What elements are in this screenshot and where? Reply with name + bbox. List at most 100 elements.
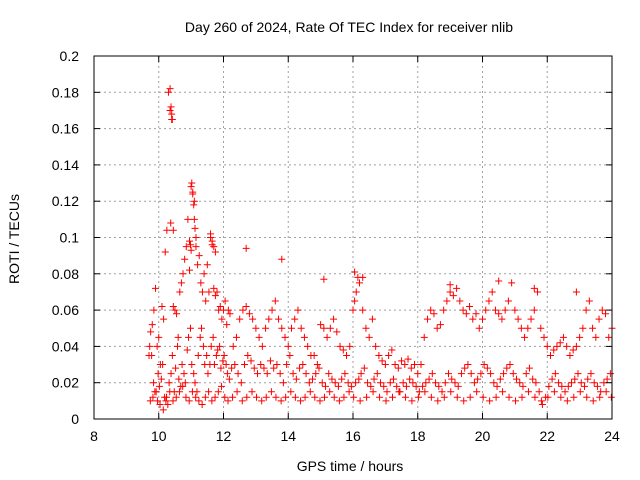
data-point (375, 351, 383, 359)
data-point (326, 324, 334, 332)
y-tick-label: 0 (71, 411, 79, 427)
data-point (467, 370, 475, 378)
data-point (278, 255, 286, 263)
data-point (316, 397, 324, 405)
data-point (268, 306, 276, 314)
data-point (587, 370, 595, 378)
data-point (186, 266, 194, 274)
data-point (473, 388, 481, 396)
data-point (546, 351, 554, 359)
data-point (156, 400, 164, 408)
data-point (262, 324, 270, 332)
axes-layer: 8 10 12 14 16 18 20 22 24 0 0.02 0.04 0.06 0.08 0.1 0.1… (52, 48, 620, 444)
data-point (419, 382, 427, 390)
data-point (605, 333, 613, 341)
data-point (427, 393, 435, 401)
data-point (213, 288, 221, 296)
data-point (198, 400, 206, 408)
data-point (395, 388, 403, 396)
data-point (279, 379, 287, 387)
data-point (607, 393, 615, 401)
data-point (296, 364, 304, 372)
y-axis-label: ROTI / TECUs (6, 194, 22, 284)
data-point (602, 388, 610, 396)
data-point (313, 361, 321, 369)
data-point (391, 361, 399, 369)
data-point (466, 302, 474, 310)
data-point (199, 342, 207, 350)
data-point (519, 382, 527, 390)
data-point (218, 382, 226, 390)
data-point (558, 382, 566, 390)
data-point (446, 281, 454, 289)
data-point (192, 243, 200, 251)
data-point (197, 324, 205, 332)
data-point (292, 375, 300, 383)
data-point (169, 397, 177, 405)
data-point (363, 393, 371, 401)
data-point (320, 324, 328, 332)
data-point (495, 310, 503, 318)
data-point (488, 288, 496, 296)
data-point (175, 375, 183, 383)
data-point (561, 388, 569, 396)
data-point (534, 288, 542, 296)
data-point (483, 364, 491, 372)
data-point (498, 315, 506, 323)
data-point (196, 333, 204, 341)
data-point (190, 201, 198, 209)
data-point (357, 370, 365, 378)
data-point (383, 388, 391, 396)
data-point (440, 393, 448, 401)
data-point (430, 310, 438, 318)
data-point (367, 382, 375, 390)
data-point (291, 393, 299, 401)
data-point (423, 315, 431, 323)
data-point (214, 388, 222, 396)
data-point (163, 226, 171, 234)
data-point (606, 370, 614, 378)
data-point (557, 393, 565, 401)
data-point (365, 333, 373, 341)
data-point (364, 379, 372, 387)
data-point (355, 279, 363, 287)
data-point (490, 379, 498, 387)
data-point (570, 393, 578, 401)
data-point (535, 388, 543, 396)
data-point (433, 324, 441, 332)
data-point (164, 88, 172, 96)
y-tick-label: 0.16 (52, 121, 79, 137)
data-point (287, 388, 295, 396)
data-point (511, 306, 519, 314)
data-point (222, 361, 230, 369)
data-point (210, 243, 218, 251)
data-point (153, 397, 161, 405)
data-point (448, 375, 456, 383)
data-point (406, 375, 414, 383)
data-point (172, 364, 180, 372)
data-point (214, 346, 222, 354)
data-point (231, 361, 239, 369)
data-point (267, 388, 275, 396)
data-point (370, 375, 378, 383)
data-point (282, 393, 290, 401)
data-point (164, 400, 172, 408)
data-point (157, 375, 165, 383)
data-point (386, 379, 394, 387)
data-point (503, 364, 511, 372)
data-point (243, 393, 251, 401)
data-point (524, 324, 532, 332)
data-point (265, 315, 273, 323)
data-point (169, 302, 177, 310)
data-point (205, 388, 213, 396)
data-point (253, 393, 261, 401)
data-point (529, 375, 537, 383)
data-point (456, 297, 464, 305)
data-point (150, 379, 158, 387)
data-point (399, 379, 407, 387)
data-point (321, 393, 329, 401)
data-point (414, 393, 422, 401)
y-tick-label: 0.2 (60, 48, 80, 64)
data-point (335, 397, 343, 405)
x-tick-label: 14 (280, 428, 296, 444)
